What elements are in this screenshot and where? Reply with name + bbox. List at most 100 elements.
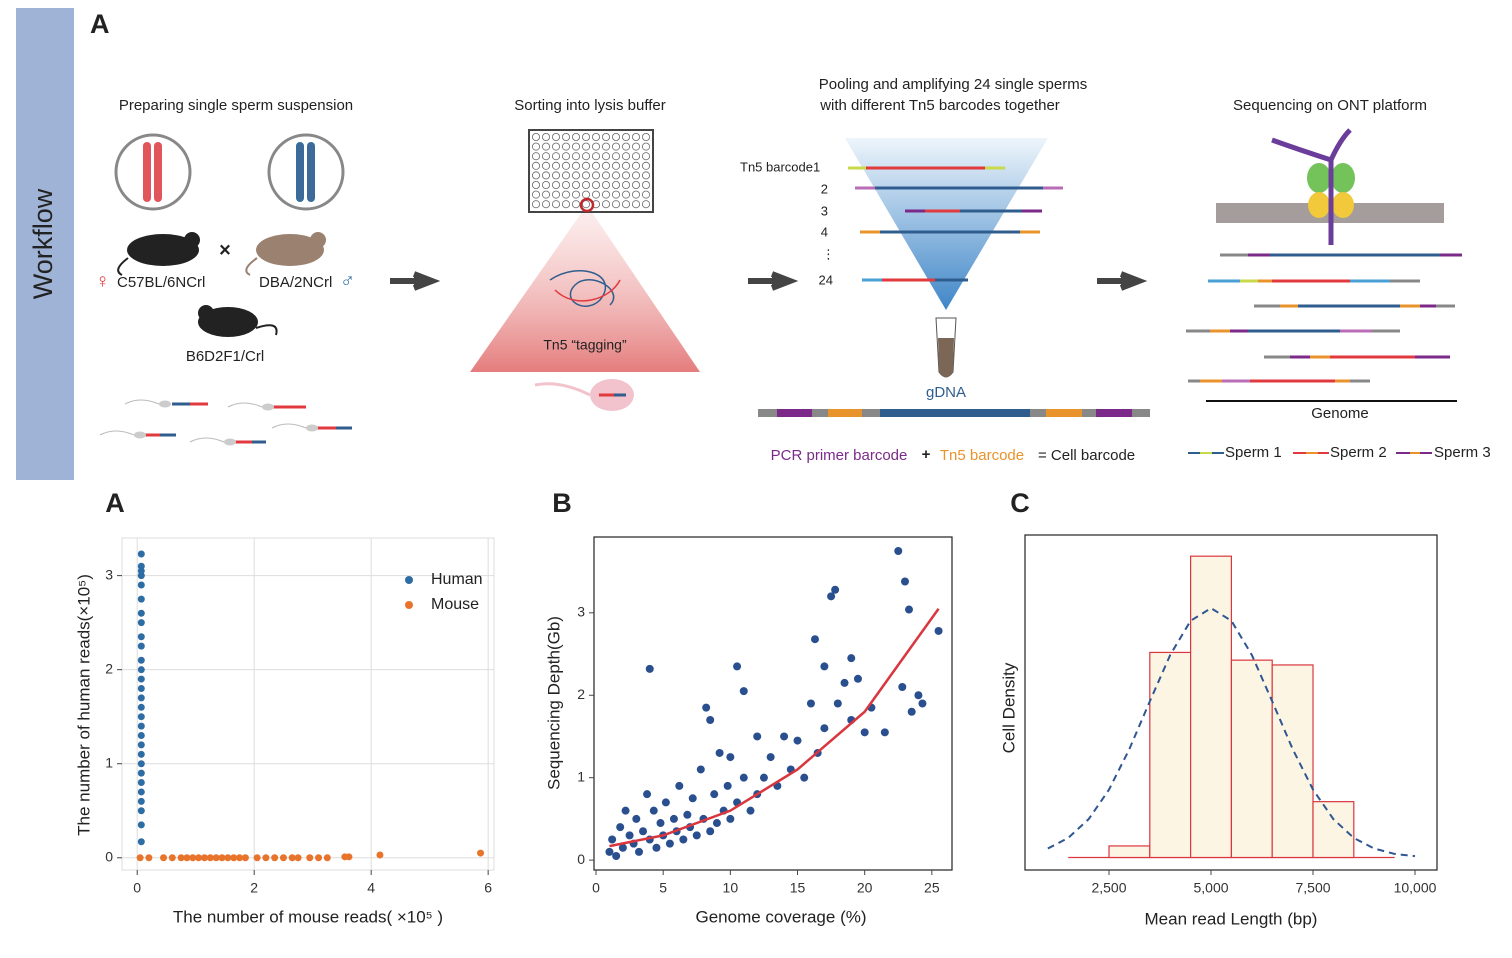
legend-plus: +	[922, 446, 931, 463]
well	[582, 161, 591, 170]
point	[710, 790, 719, 799]
bar	[1190, 555, 1233, 859]
point	[820, 662, 829, 671]
point	[840, 678, 849, 687]
point	[136, 854, 144, 862]
fit-line	[609, 607, 940, 848]
well	[592, 180, 601, 189]
well	[562, 171, 571, 180]
panel-letter: A	[90, 9, 110, 39]
well	[582, 132, 591, 141]
point	[241, 854, 249, 862]
well	[612, 180, 621, 189]
ellipsis: ⋮	[822, 246, 835, 261]
well	[592, 152, 601, 161]
mouse-black	[127, 234, 199, 266]
point	[652, 843, 661, 852]
point	[683, 810, 692, 819]
point	[137, 821, 145, 829]
point	[746, 806, 755, 815]
barcode-label: 2	[821, 181, 828, 196]
well	[532, 161, 541, 170]
x-axis-label: Mean read Length (bp)	[1145, 909, 1318, 928]
point	[137, 550, 145, 558]
well	[602, 190, 611, 199]
legend-pcr: PCR primer barcode	[771, 447, 908, 464]
point	[665, 839, 674, 848]
well	[602, 142, 611, 151]
x-tick-label: 4	[367, 880, 375, 896]
well	[602, 180, 611, 189]
sperm-legend: Sperm 2	[1330, 444, 1387, 461]
point	[726, 753, 735, 762]
y-axis-label: Cell Density	[999, 662, 1018, 753]
well	[572, 161, 581, 170]
dna-strand	[1271, 128, 1352, 245]
well	[592, 132, 601, 141]
point	[739, 773, 748, 782]
pore-protein	[1331, 163, 1355, 193]
sperm-cell	[306, 424, 318, 432]
side-band	[16, 8, 74, 480]
strain-label: DBA/2NCrl	[259, 274, 332, 291]
cell-circle	[114, 133, 192, 211]
tagging-label: Tn5 “tagging”	[543, 337, 627, 353]
well	[562, 142, 571, 151]
point	[900, 577, 909, 586]
panel-letter: B	[552, 488, 572, 518]
light-cone	[470, 205, 700, 372]
point	[271, 854, 279, 862]
well	[582, 200, 591, 209]
point	[137, 750, 145, 758]
point	[810, 635, 819, 644]
well	[642, 132, 651, 141]
genome-label: Genome	[1311, 405, 1369, 422]
chromosome	[296, 142, 304, 202]
point	[635, 847, 644, 856]
point	[918, 699, 927, 708]
point	[860, 728, 869, 737]
sperm-tail	[227, 402, 263, 408]
bar	[1312, 801, 1355, 859]
point	[137, 694, 145, 702]
well	[542, 132, 551, 141]
arrow	[1097, 271, 1148, 291]
well	[582, 142, 591, 151]
point	[656, 819, 665, 828]
well	[612, 171, 621, 180]
well	[642, 161, 651, 170]
well	[632, 180, 641, 189]
point	[137, 788, 145, 796]
well	[582, 180, 591, 189]
bar	[1271, 664, 1314, 859]
well	[542, 190, 551, 199]
well	[592, 190, 601, 199]
point	[137, 722, 145, 730]
well	[562, 132, 571, 141]
mouse-head	[310, 232, 326, 248]
plot-frame	[121, 537, 495, 871]
legend-label: Mouse	[431, 596, 479, 613]
well	[532, 171, 541, 180]
x-tick-label: 25	[924, 880, 940, 896]
point	[160, 854, 168, 862]
point	[477, 849, 485, 857]
point	[679, 835, 688, 844]
x-tick-label: 7,500	[1295, 880, 1330, 896]
point	[800, 773, 809, 782]
well	[632, 161, 641, 170]
well	[642, 200, 651, 209]
tube-content	[938, 338, 954, 377]
cell-circle	[267, 133, 345, 211]
well	[602, 132, 611, 141]
well	[602, 171, 611, 180]
point	[137, 619, 145, 627]
well	[632, 200, 641, 209]
arrow	[748, 271, 799, 291]
barcode-label: 3	[821, 203, 828, 218]
well	[562, 200, 571, 209]
well	[612, 132, 621, 141]
read-segments	[99, 166, 1462, 454]
point	[905, 605, 914, 614]
arrow	[390, 271, 441, 291]
